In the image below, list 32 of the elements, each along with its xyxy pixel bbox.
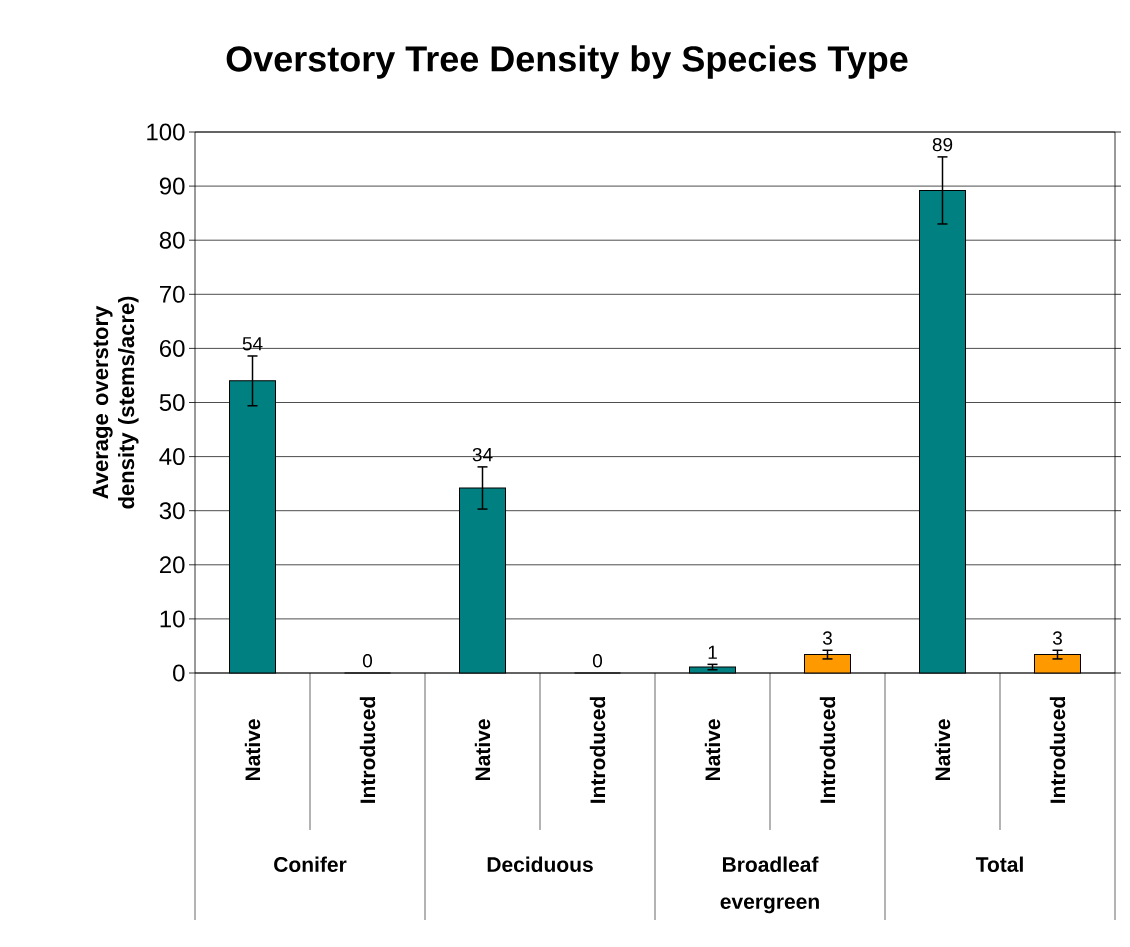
text: Total <box>975 856 1023 872</box>
data-label: 89 <box>932 137 953 152</box>
text: Conifer <box>274 856 347 872</box>
x-tick-label: Introduced <box>819 697 836 803</box>
y-tick-label: 50 <box>159 394 185 411</box>
chart-title: Overstory Tree Density by Species Type <box>226 45 908 79</box>
x-tick-label: Native <box>244 719 261 781</box>
x-tick-label: Native <box>474 719 491 781</box>
y-tick-label: 60 <box>160 339 185 357</box>
y-axis-title: Average overstory density (stems/acre) <box>92 296 139 509</box>
x-tick-label: Introduced <box>1049 697 1066 803</box>
y-tick-label: 40 <box>159 448 185 466</box>
data-label: 54 <box>242 337 263 351</box>
data-label: 1 <box>708 645 717 659</box>
data-label: 0 <box>362 654 373 668</box>
x-tick-label: Introduced <box>589 697 606 803</box>
text: Broadleaf evergreen <box>720 856 819 914</box>
y-tick-label: 20 <box>159 556 185 574</box>
y-tick-label: 0 <box>173 664 185 682</box>
x-tick-label: Native <box>704 719 721 781</box>
x-tick-label: Introduced <box>359 697 376 803</box>
data-label: 3 <box>1052 631 1062 645</box>
y-tick-label: 10 <box>160 610 185 628</box>
text: Deciduous <box>487 856 593 872</box>
x-tick-label: Native <box>934 719 951 781</box>
y-tick-label: 90 <box>159 177 185 195</box>
data-label: 0 <box>592 654 603 668</box>
y-tick-label: 80 <box>159 231 185 249</box>
data-label: 3 <box>822 631 832 645</box>
y-tick-label: 30 <box>159 502 185 520</box>
y-tick-label: 70 <box>160 285 185 303</box>
y-tick-label: 100 <box>147 123 185 141</box>
